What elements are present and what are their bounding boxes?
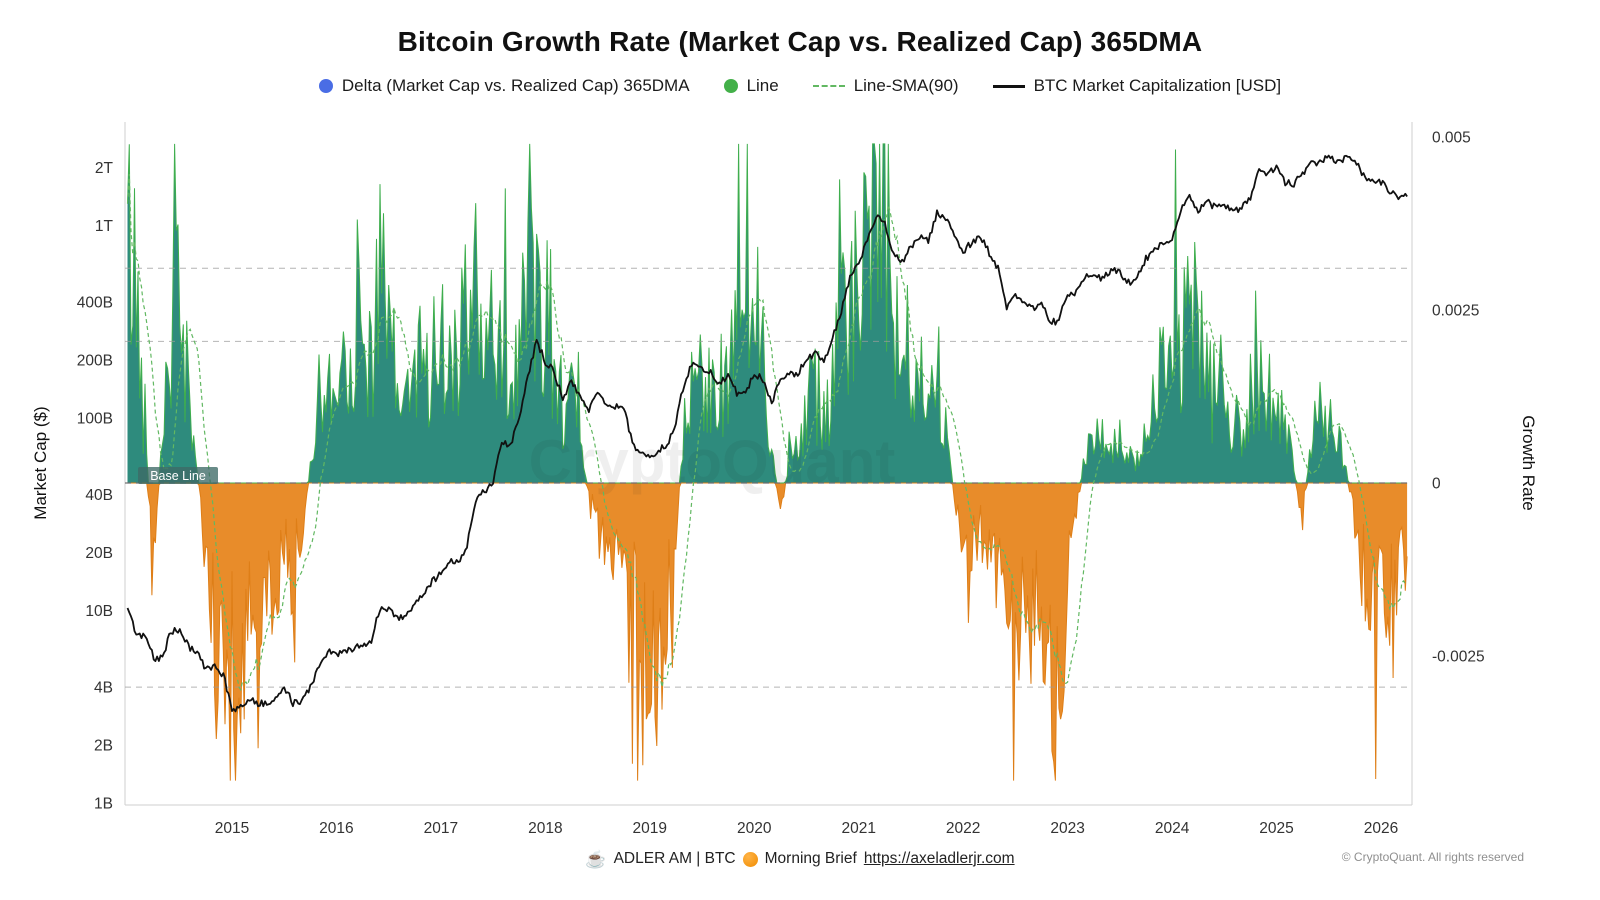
left-tick-label: 2B	[94, 738, 113, 755]
x-tick-label: 2020	[737, 820, 772, 837]
legend-item-line[interactable]: Line	[723, 76, 779, 96]
footer-brand: ADLER AM | BTC	[613, 850, 736, 867]
left-tick-label: 20B	[85, 545, 113, 562]
delta-dot-icon	[318, 79, 333, 93]
left-tick-label: 200B	[77, 353, 113, 370]
left-tick-label: 2T	[95, 160, 114, 177]
left-tick-label: 1B	[94, 796, 113, 813]
legend-line-label: Line	[746, 76, 779, 95]
delta-negative-edge	[127, 482, 1408, 781]
legend: Delta (Market Cap vs. Realized Cap) 365D…	[0, 76, 1600, 96]
line-dot-icon	[723, 79, 738, 93]
x-tick-label: 2016	[319, 820, 353, 837]
right-axis-title: Growth Rate	[1519, 415, 1538, 510]
legend-line-sma-label: Line-SMA(90)	[853, 76, 959, 95]
x-tick-label: 2015	[215, 820, 249, 837]
x-tick-label: 2018	[528, 820, 562, 837]
legend-btc-mcap-label: BTC Market Capitalization [USD]	[1033, 76, 1282, 95]
baseline-label: Base Line	[150, 469, 206, 483]
legend-delta-label: Delta (Market Cap vs. Realized Cap) 365D…	[341, 76, 690, 95]
delta-area-negative	[127, 483, 1408, 781]
legend-item-delta[interactable]: Delta (Market Cap vs. Realized Cap) 365D…	[318, 76, 690, 96]
dashed-line-icon	[812, 85, 845, 87]
right-tick-label: 0.005	[1432, 130, 1471, 147]
right-tick-label: -0.0025	[1432, 649, 1485, 666]
right-tick-label: 0.0025	[1432, 303, 1479, 320]
left-tick-label: 100B	[77, 411, 113, 428]
page-title: Bitcoin Growth Rate (Market Cap vs. Real…	[397, 26, 1203, 57]
sma-line	[126, 173, 1408, 692]
left-tick-label: 4B	[94, 680, 113, 697]
x-tick-label: 2019	[633, 820, 667, 837]
line-series	[127, 143, 1408, 484]
baseline-chip	[138, 467, 218, 484]
right-tick-label: 0	[1432, 476, 1441, 493]
mcap-line	[126, 154, 1408, 713]
left-axis-title: Market Cap ($)	[31, 406, 50, 519]
footer: ☕ ADLER AM | BTC Morning Brief https://a…	[0, 850, 1600, 868]
left-tick-label: 40B	[85, 487, 113, 504]
x-tick-label: 2024	[1155, 820, 1190, 837]
x-tick-label: 2023	[1050, 820, 1084, 837]
left-tick-label: 400B	[77, 295, 113, 312]
watermark: CryptoQuant	[529, 428, 896, 495]
delta-area-positive	[127, 143, 1408, 483]
x-tick-label: 2025	[1259, 820, 1293, 837]
legend-item-line-sma[interactable]: Line-SMA(90)	[812, 76, 959, 96]
x-tick-label: 2017	[424, 820, 458, 837]
legend-item-btc-mcap[interactable]: BTC Market Capitalization [USD]	[992, 76, 1282, 96]
x-tick-label: 2026	[1364, 820, 1398, 837]
footer-link[interactable]: https://axeladlerjr.com	[863, 850, 1015, 867]
footer-brief-label: Morning Brief	[764, 850, 857, 867]
solid-line-icon	[992, 84, 1025, 88]
copyright-text: © CryptoQuant. All rights reserved	[1341, 850, 1524, 864]
orange-circle-icon	[742, 851, 758, 867]
x-tick-label: 2021	[841, 820, 875, 837]
left-tick-label: 1T	[95, 218, 114, 235]
left-tick-label: 10B	[85, 603, 113, 620]
x-tick-label: 2022	[946, 820, 980, 837]
coffee-icon: ☕	[585, 849, 607, 869]
